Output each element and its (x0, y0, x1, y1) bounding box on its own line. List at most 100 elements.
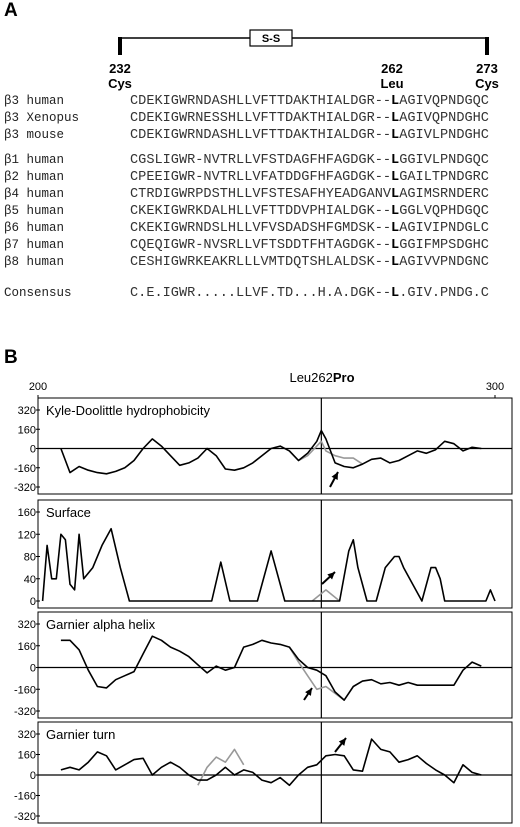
y-tick-label: 320 (18, 729, 36, 741)
title-part: Leu262 (289, 370, 332, 385)
sequence-part: CDEKIGWRNESSHLLVFTTDAKTHIALDGR-- (130, 111, 391, 126)
sequence-part: CDEKIGWRNDASHLLVFTTDAKTHIALDGR-- (130, 94, 391, 109)
position-number: 262 (381, 61, 403, 76)
arrow-head (305, 688, 312, 696)
sequence-part: AGIVQPNDGQC (399, 94, 489, 109)
sequence: CGSLIGWR-NVTRLLVFSTDAGFHFAGDGK--LGGIVLPN… (130, 153, 489, 168)
sequence: CESHIGWRKEAKRLLLVMTDQTSHLALDSK--LAGIVVPN… (130, 255, 489, 270)
sequence-part: CESHIGWRKEAKRLLLVMTDQTSHLALDSK-- (130, 255, 391, 270)
y-tick-label: 40 (24, 574, 36, 586)
y-tick-label: -320 (14, 811, 36, 823)
species-name: β5 human (4, 204, 64, 218)
sequence: CKEKIGWRKDALHLLVFTTDDVPHIALDGK--LGGLVQPH… (130, 204, 489, 219)
sequence: CDEKIGWRNDASHLLVFTTDAKTHIALDGR--LAGIVQPN… (130, 94, 489, 109)
y-tick-label: -160 (14, 791, 36, 803)
sequence-part: CPEEIGWR-NVTRLLVFATDDGFHFAGDGK-- (130, 170, 391, 185)
x-tick-label: 200 (29, 381, 47, 393)
series-line (41, 527, 496, 602)
plot-frame (37, 721, 513, 824)
plot-title: Kyle-Doolittle hydrophobicity (46, 403, 211, 418)
sequence-part: AGIVIPNDGLC (399, 221, 489, 236)
position-residue: Cys (108, 76, 132, 91)
series-line (60, 738, 482, 787)
arrow-head (338, 738, 346, 746)
species-name: β7 human (4, 238, 64, 252)
sequence-part: L (391, 153, 399, 168)
y-tick-label: 160 (18, 424, 36, 436)
sequence-part: AGIMSRNDERC (399, 187, 489, 202)
sequence: CKEKIGWRNDSLHLLVFVSDADSHFGMDSK--LAGIVIPN… (130, 221, 489, 236)
y-tick-label: -320 (14, 482, 36, 494)
bracket-label: S-S (262, 33, 280, 45)
y-tick-label: 160 (18, 641, 36, 653)
sequence-part: L (391, 238, 399, 253)
series-line (288, 440, 363, 465)
series-line (197, 748, 245, 786)
sequence: CQEQIGWR-NVSRLLVFTSDDTFHTAGDGK--LGGIFMPS… (130, 238, 489, 253)
disulfide-bracket (118, 29, 489, 55)
y-tick-label: 0 (30, 663, 36, 675)
panel-label: B (4, 347, 18, 368)
sequence-part: AGIVVPNDGNC (399, 255, 489, 270)
panel-label: A (4, 0, 18, 21)
sequence-part: CDEKIGWRNDASHLLVFTTDAKTHIALDGR-- (130, 128, 391, 143)
species-name: β3 mouse (4, 128, 64, 142)
sequence-part: L (391, 187, 399, 202)
y-tick-label: -160 (14, 463, 36, 475)
sequence-part: GGLVQPHDGQC (399, 204, 489, 219)
sequence-part: L (391, 221, 399, 236)
species-name: β1 human (4, 153, 64, 167)
series-line (60, 635, 482, 701)
species-name: β8 human (4, 255, 64, 269)
y-tick-label: 0 (30, 444, 36, 456)
y-tick-label: 80 (24, 552, 36, 564)
species-name: β3 human (4, 94, 64, 108)
sequence-part: GAILTPNDGRC (399, 170, 489, 185)
sequence-part: GGIFMPSDGHC (399, 238, 489, 253)
y-tick-label: 120 (18, 529, 36, 541)
y-tick-label: 160 (18, 750, 36, 762)
y-tick-label: -320 (14, 706, 36, 718)
plot-title: Garnier alpha helix (46, 617, 156, 632)
sequence-part: CKEKIGWRNDSLHLLVFVSDADSHFGMDSK-- (130, 221, 391, 236)
position-number: 232 (109, 61, 131, 76)
title-part: Pro (333, 370, 355, 385)
sequence-part: L (391, 255, 399, 270)
species-name: β3 Xenopus (4, 111, 79, 125)
sequence-part: AGIVQPNDGHC (399, 111, 489, 126)
plot-frame (37, 499, 513, 609)
series-line (60, 429, 482, 475)
species-name: β4 human (4, 187, 64, 201)
species-name: β6 human (4, 221, 64, 235)
sequence-part: L (391, 204, 399, 219)
plot-frame (37, 611, 513, 719)
sequence-part: C.E.IGWR.....LLVF.TD...H.A.DGK-- (130, 286, 391, 301)
y-tick-label: 0 (30, 596, 36, 608)
y-tick-label: 160 (18, 507, 36, 519)
sequence-part: .GIV.PNDG.C (399, 286, 489, 301)
position-residue: Leu (380, 76, 403, 91)
y-tick-label: -160 (14, 684, 36, 696)
sequence-part: CTRDIGWRPDSTHLLVFSTESAFHYEADGANV (130, 187, 392, 202)
series-line (288, 646, 345, 701)
plot-title: Surface (46, 505, 91, 520)
position-residue: Cys (475, 76, 499, 91)
sequence-part: L (391, 128, 399, 143)
y-tick-label: 0 (30, 770, 36, 782)
sequence-part: CKEKIGWRKDALHLLVFTTDDVPHIALDGK-- (130, 204, 391, 219)
mutation-title: Leu262Pro (289, 370, 354, 385)
species-name: Consensus (4, 286, 72, 300)
sequence-part: CQEQIGWR-NVSRLLVFTSDDTFHTAGDGK-- (130, 238, 391, 253)
sequence-part: L (391, 286, 399, 301)
sequence: C.E.IGWR.....LLVF.TD...H.A.DGK--L.GIV.PN… (130, 286, 489, 301)
sequence-part: L (391, 94, 399, 109)
arrow-head (331, 472, 338, 480)
sequence-part: L (391, 170, 399, 185)
sequence-part: CGSLIGWR-NVTRLLVFSTDAGFHFAGDGK-- (130, 153, 391, 168)
sequence-part: AGIVLPNDGHC (399, 128, 489, 143)
sequence: CPEEIGWR-NVTRLLVFATDDGFHFAGDGK--LGAILTPN… (130, 170, 489, 185)
sequence: CTRDIGWRPDSTHLLVFSTESAFHYEADGANVLAGIMSRN… (130, 187, 489, 202)
sequence: CDEKIGWRNDASHLLVFTTDAKTHIALDGR--LAGIVLPN… (130, 128, 489, 143)
arrow-head (327, 572, 335, 580)
